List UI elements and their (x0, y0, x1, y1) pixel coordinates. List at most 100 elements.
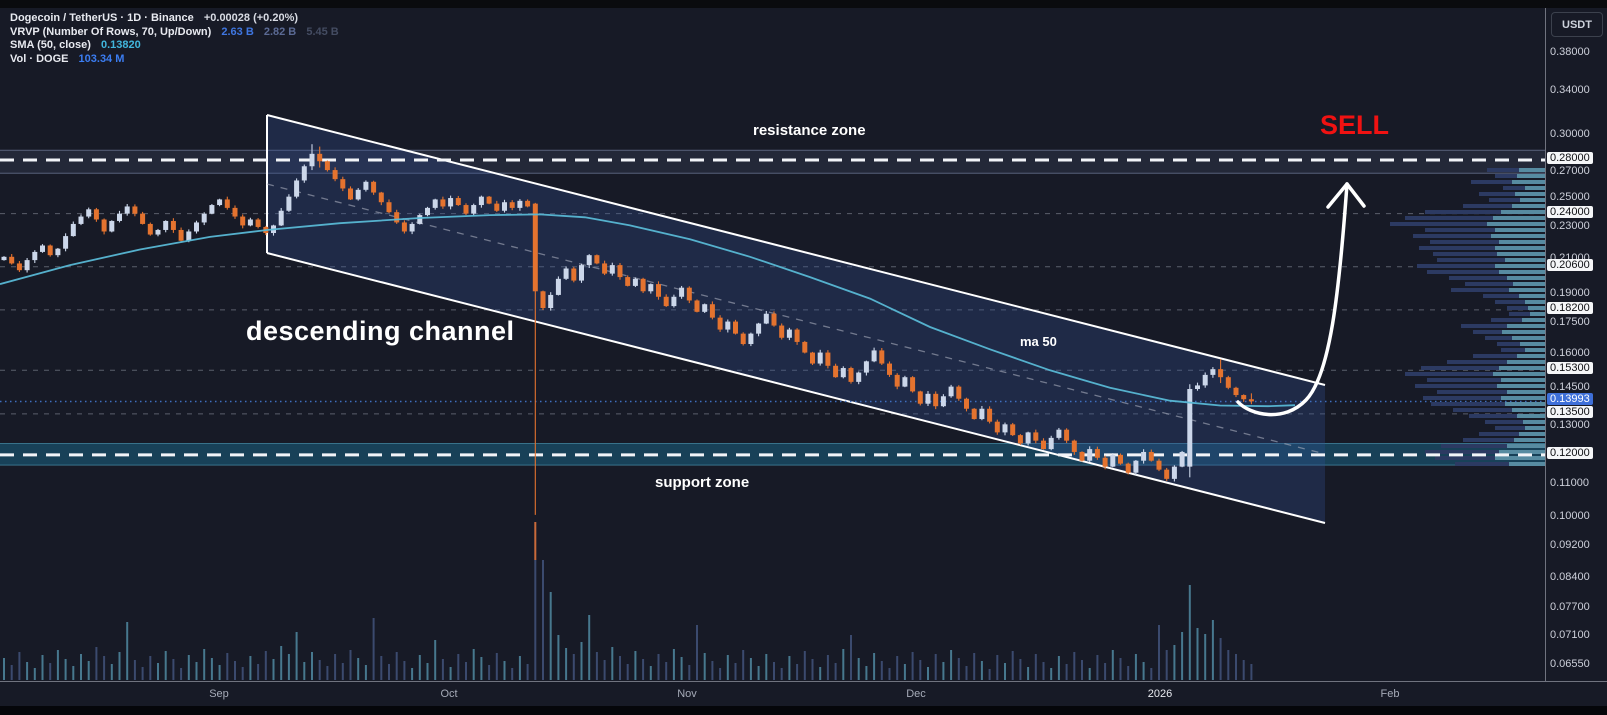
volume-profile-bar-up (1523, 420, 1545, 424)
volume-bar (1204, 634, 1207, 680)
price-axis-label: 0.17500 (1550, 315, 1590, 328)
candle-body (640, 278, 646, 292)
legend-symbol-row[interactable]: Dogecoin / TetherUS · 1D · Binance +0.00… (10, 12, 339, 26)
volume-profile-bar-up (1491, 234, 1545, 238)
volume-bar (1104, 663, 1107, 680)
candle-body (964, 398, 969, 409)
volume-bar (26, 662, 29, 680)
candle-body (170, 220, 176, 230)
volume-bar (580, 642, 583, 680)
volume-bar (780, 668, 783, 680)
volume-profile-bar-up (1499, 450, 1545, 454)
time-axis-label: Oct (440, 688, 458, 700)
currency-toggle-usdt[interactable]: USDT (1551, 12, 1603, 37)
candle-body (1087, 449, 1093, 461)
volume-profile-bar-down (1421, 366, 1499, 370)
volume-bar (611, 647, 614, 680)
volume-bar (287, 654, 290, 680)
candle-body (956, 386, 962, 399)
volume-bar (1088, 668, 1091, 680)
price-axis-label: 0.30000 (1550, 127, 1590, 140)
candle-body (440, 199, 446, 207)
price-axis-label: 0.34000 (1550, 84, 1590, 97)
candle-body (679, 287, 685, 297)
candle-body (740, 333, 746, 345)
candle-body (502, 202, 507, 211)
volume-profile-bar-up (1528, 306, 1545, 310)
candle-body (663, 296, 669, 307)
volume-profile-bar-down (1473, 354, 1517, 358)
window-bottom-strip (0, 706, 1607, 715)
volume-profile-bar-up (1509, 462, 1545, 466)
volume-bar (172, 659, 175, 680)
volume-profile-bar-down (1405, 216, 1493, 220)
volume-bar (873, 653, 876, 680)
volume-bar (896, 656, 899, 680)
price-axis-label: 0.23000 (1550, 220, 1590, 233)
support-zone-label: support zone (655, 474, 750, 491)
candle-body (1033, 432, 1039, 441)
volume-bar (1050, 668, 1053, 680)
volume-profile-bar-up (1507, 444, 1545, 448)
volume-bar (1034, 654, 1037, 680)
candle-body (417, 215, 423, 224)
volume-profile-bar-up (1495, 456, 1545, 460)
volume-bar (988, 669, 991, 680)
candle-body (756, 323, 762, 334)
candle-body (925, 393, 931, 404)
candle-body (432, 199, 438, 208)
volume-bar (441, 659, 444, 680)
volume-bar (688, 665, 691, 680)
legend-vrvp-row[interactable]: VRVP (Number Of Rows, 70, Up/Down) 2.63 … (10, 26, 339, 40)
symbol-change: +0.00028 (+0.20%) (203, 12, 299, 24)
volume-profile-bar-up (1525, 186, 1545, 190)
candle-body (617, 265, 623, 278)
volume-bar (326, 666, 329, 680)
volume-bar (295, 632, 298, 680)
candle-body (378, 192, 384, 203)
candle-body (186, 231, 192, 241)
candle-body (340, 179, 346, 189)
candle-body (1041, 440, 1046, 450)
volume-bar (257, 664, 260, 680)
price-axis[interactable]: 0.38000 0.34000 0.30000 0.27000 0.25000 0.230… (1545, 8, 1607, 681)
candle-body (894, 374, 900, 387)
candle-body (471, 205, 477, 214)
candle-body (147, 223, 153, 235)
volume-profile-bar-up (1495, 264, 1545, 268)
candle-body (70, 223, 76, 237)
candle-body (463, 205, 469, 214)
price-axis-label: 0.25000 (1550, 191, 1590, 204)
volume-bar (534, 560, 537, 680)
price-axis-label: 0.07100 (1550, 629, 1590, 642)
volume-profile-bar-up (1507, 324, 1545, 328)
volume-profile-bar-up (1519, 168, 1545, 172)
volume-bar (842, 649, 845, 680)
volume-bar (372, 618, 375, 680)
candle-body (455, 198, 461, 206)
candle-body (1071, 440, 1077, 452)
candle-body (779, 325, 785, 338)
legend-volume-row[interactable]: Vol · DOGE 103.34 M (10, 53, 339, 67)
volume-value: 103.34 M (78, 53, 125, 66)
volume-bar (757, 666, 760, 680)
volume-bar (1227, 650, 1230, 680)
price-axis-label: 0.27000 (1550, 164, 1590, 177)
time-axis-label: 2026 (1147, 688, 1173, 700)
volume-bar (726, 655, 729, 680)
volume-bar (357, 658, 360, 680)
time-axis[interactable]: Sep Oct Nov Dec 2026 Feb (0, 682, 1545, 706)
volume-profile-bar-down (1507, 306, 1528, 310)
volume-bar (334, 654, 337, 680)
volume-bar (595, 652, 598, 680)
candle-body (863, 361, 869, 373)
candle-body (155, 229, 161, 235)
legend-sma-row[interactable]: SMA (50, close) 0.13820 (10, 39, 339, 53)
volume-profile-bar-down (1485, 420, 1523, 424)
volume-profile-bar-up (1525, 348, 1545, 352)
volume-bar (403, 661, 406, 680)
volume-bar (734, 663, 737, 680)
candle-body (1179, 451, 1185, 467)
volume-profile-bar-down (1433, 252, 1497, 256)
